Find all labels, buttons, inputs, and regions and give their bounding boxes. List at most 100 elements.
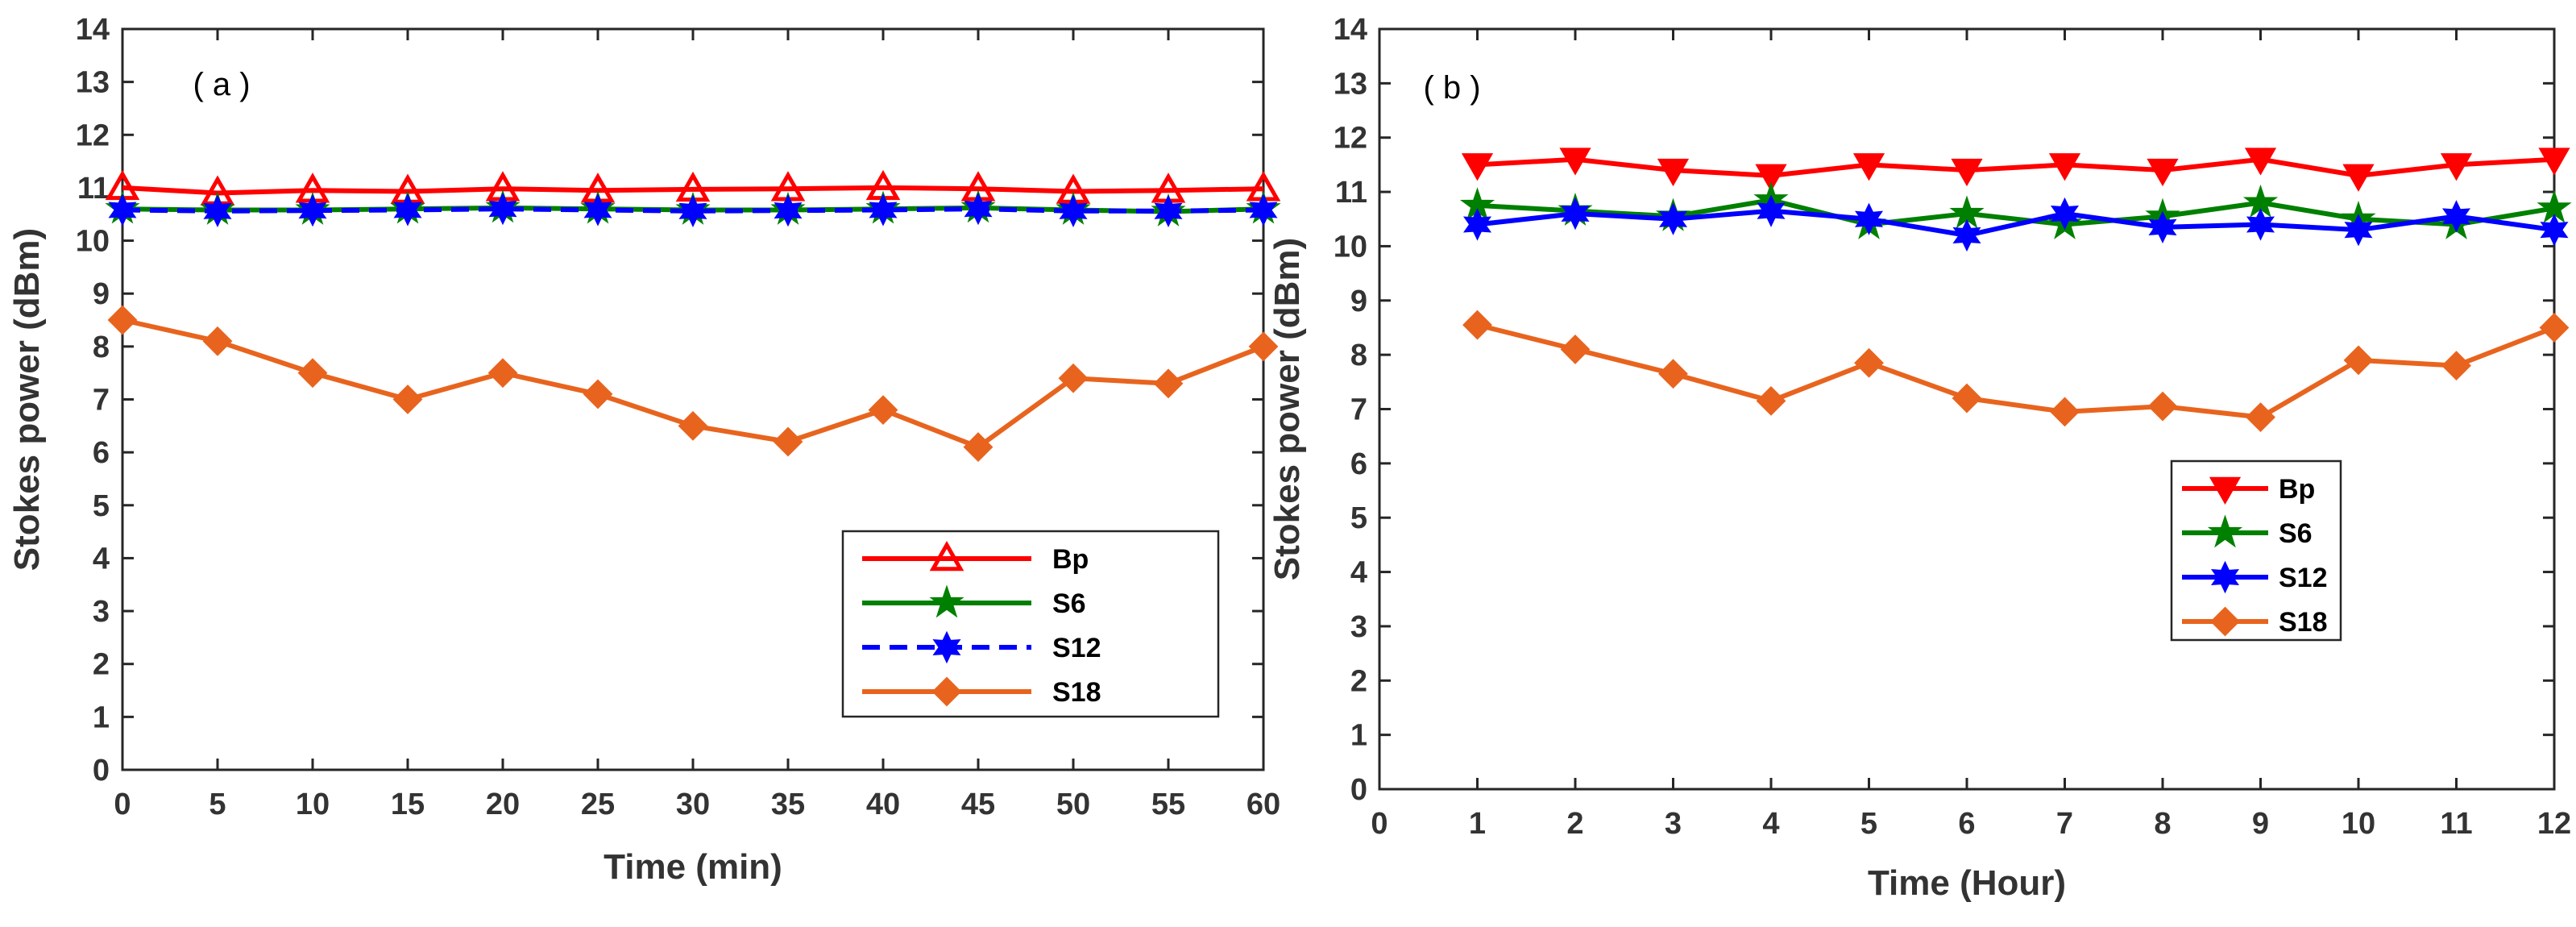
chart-a-xtick-label: 50 [1056,788,1090,821]
chart-b-series-bp-point [1852,153,1885,181]
chart-b-ytick-label: 9 [1350,285,1367,318]
chart-b-series-s18-point [2539,313,2570,343]
chart-a-series-s18-point [487,358,518,389]
chart-b-xtick-label: 6 [1958,807,1975,841]
chart-a-legend-box [841,530,1220,718]
chart-a-xtick-label: 60 [1247,788,1280,821]
chart-b-xtick-label: 12 [2537,807,2571,841]
chart-a-series-s18 [107,305,1279,462]
chart-b-series-s12-point [1952,218,1981,252]
chart-b-series-s12-point [2050,197,2080,231]
chart-a-series-s18-point [202,326,233,356]
chart-a-series-s12-point [1059,194,1088,228]
chart-a-xtick-label: 0 [114,788,131,821]
chart-b-series-bp-point [1559,148,1591,176]
chart-b-legend-marker-s18 [2210,606,2240,637]
chart-a-series-s12-point [203,194,232,228]
chart-b-ytick-label: 8 [1350,339,1367,372]
chart-b-series-bp-point [2147,158,2179,187]
chart-b-xtick-label: 2 [1566,807,1583,841]
chart-a-xtick-label: 35 [771,788,805,821]
chart-b-series-s18-point [2147,391,2178,422]
chart-b-series-s18-point [1952,383,1982,414]
chart-b-ylabel: Stokes power (dBm) [1267,238,1307,580]
chart-a-series-bp-line [122,185,1264,196]
chart-a-series-s12-point [108,193,137,227]
chart-b-series-s12-point [2148,210,2177,243]
chart-b-ytick-label: 2 [1350,664,1367,698]
chart-a-series-s12-point [393,193,422,227]
chart-a-series-s18-point [583,379,613,409]
chart-b-xtick-label: 5 [1860,807,1877,841]
chart-b-xtick-label: 3 [1665,807,1682,841]
chart-a-xtick-label: 25 [581,788,615,821]
chart-a-xtick-label: 15 [391,788,425,821]
chart-a-series-s18-point [868,395,898,426]
chart-b-ytick-label: 4 [1350,556,1367,590]
chart-a-series-s12-point [488,192,517,226]
chart-b-series-bp-point [2048,153,2081,181]
chart-a-series-s18-point [107,305,138,335]
chart-b-series-s18-point [1854,347,1884,378]
chart-b-series-s18-point [2343,345,2374,376]
chart-b-xlabel: Time (Hour) [1868,863,2066,903]
chart-a-ytick-label: 13 [76,66,110,100]
chart-b-ytick-label: 5 [1350,501,1367,535]
chart-a-ytick-label: 5 [93,489,110,523]
chart-a-xtick-label: 45 [961,788,995,821]
chart-a-legend-label-bp: Bp [1052,544,1089,575]
chart-b-legend-label-s12: S12 [2279,563,2328,593]
chart-a-series-s18-point [392,385,423,414]
chart-b-series-s12-point [1658,202,1688,235]
chart-a-ytick-label: 14 [76,13,110,47]
chart-b-series-s12-line [1477,208,2555,238]
chart-b-series-bp-point [2244,148,2277,176]
chart-b-ytick-label: 7 [1350,393,1367,427]
chart-b-legend-marker-s6 [2207,514,2243,548]
chart-b-series-s12-point [1561,197,1590,231]
chart-b-series-s12-point [2344,214,2373,247]
chart-a-panel-label: ( a ) [193,67,250,102]
chart-a-xtick-label: 5 [209,788,226,821]
chart-b-xtick-label: 4 [1762,807,1779,841]
chart-b-series-s12-point [2246,208,2275,241]
chart-b-series-s12-point [1757,194,1786,227]
chart-b-series-bp [1461,148,2570,192]
chart-b-legend-label-s18: S18 [2279,607,2328,638]
chart-a-ytick-label: 4 [93,542,110,576]
chart-a-series-s18-point [1058,363,1089,393]
chart-b-xtick-label: 0 [1371,807,1388,841]
chart-b-series-bp-point [2440,153,2473,181]
chart-a-ytick-label: 7 [93,384,110,418]
chart-a-legend-marker-s6 [929,584,964,618]
chart-a-ytick-label: 10 [76,225,110,259]
chart-a-ytick-label: 11 [77,172,110,206]
chart-b-series-s12 [1462,194,2569,252]
chart-a-series-s18-point [963,432,993,462]
chart-b-xtick-label: 9 [2252,807,2269,841]
chart-a-xtick-label: 20 [486,788,520,821]
chart-a-series-s12-point [583,193,612,227]
chart-a-xlabel: Time (min) [604,847,782,887]
chart-b-legend-marker-s12 [2210,560,2240,594]
chart-a-series-s12-point [298,193,327,227]
chart-b-ytick-label: 6 [1350,447,1367,481]
chart-b-panel-label: ( b ) [1423,70,1480,106]
chart-b-ytick-label: 0 [1350,773,1367,807]
chart-a-legend-label-s6: S6 [1052,588,1086,619]
chart-b-series-s12-point [2441,200,2471,233]
chart-a-series-s18-point [1153,368,1184,399]
chart-a-series-s12-point [869,193,898,227]
chart-b-series-bp-point [1657,158,1690,187]
chart-b-ytick-label: 1 [1350,719,1367,753]
chart-b-xtick-label: 11 [2440,807,2472,841]
chart-b-xtick-label: 7 [2056,807,2073,841]
chart-b-xtick-label: 8 [2154,807,2171,841]
chart-a-series-s12-point [678,194,707,228]
chart-a-series-s18-point [678,410,708,441]
chart-b-series-bp-point [2538,148,2570,176]
chart-b-series-bp-point [1755,164,1787,192]
chart-b-series-bp-point [2342,164,2375,192]
